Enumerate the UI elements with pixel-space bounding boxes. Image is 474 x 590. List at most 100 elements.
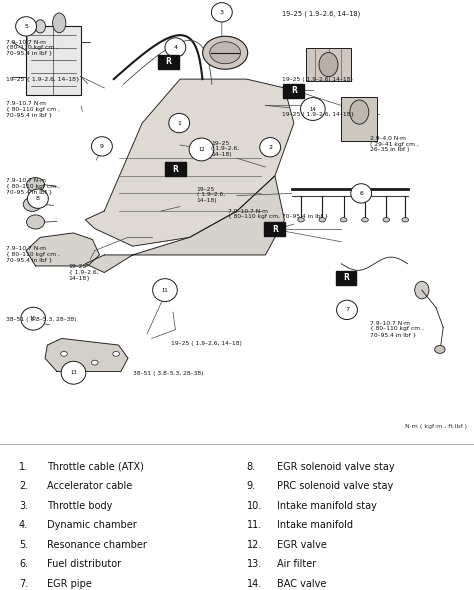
- Text: 12.: 12.: [246, 540, 262, 550]
- Text: 12: 12: [198, 147, 205, 152]
- Text: N·m ( kgf·m , ft·lbf ): N·m ( kgf·m , ft·lbf ): [405, 424, 467, 428]
- Text: 2: 2: [268, 145, 272, 150]
- Ellipse shape: [91, 360, 98, 365]
- Circle shape: [211, 2, 232, 22]
- Circle shape: [27, 189, 48, 208]
- Text: 7.9–10.7 N·m
{ 80–110 kgf cm ,
70–95.4 in lbf }: 7.9–10.7 N·m { 80–110 kgf cm , 70–95.4 i…: [6, 246, 60, 263]
- Text: R: R: [165, 57, 171, 66]
- Text: 14.: 14.: [246, 579, 262, 589]
- Text: 13.: 13.: [246, 559, 262, 569]
- Text: 19–25
( 1.9–2.6,
14–18): 19–25 ( 1.9–2.6, 14–18): [197, 187, 225, 203]
- Text: R: R: [173, 165, 178, 173]
- Text: 19–25 ( 1.9–2.6, 14–18): 19–25 ( 1.9–2.6, 14–18): [171, 340, 242, 346]
- Text: EGR valve: EGR valve: [277, 540, 327, 550]
- Text: EGR solenoid valve stay: EGR solenoid valve stay: [277, 461, 395, 471]
- Circle shape: [153, 278, 177, 301]
- Ellipse shape: [53, 13, 66, 33]
- Text: EGR pipe: EGR pipe: [47, 579, 92, 589]
- Ellipse shape: [415, 281, 429, 299]
- Text: Intake manifold stay: Intake manifold stay: [277, 501, 377, 511]
- Text: Fuel distributor: Fuel distributor: [47, 559, 121, 569]
- Text: Air filter: Air filter: [277, 559, 317, 569]
- Text: 7.9–10.7 N·m
{ 80–110 kgf cm ,
70–95.4 in lbf }: 7.9–10.7 N·m { 80–110 kgf cm , 70–95.4 i…: [6, 178, 60, 194]
- Text: R: R: [291, 87, 297, 96]
- Bar: [283, 84, 304, 98]
- Bar: [341, 97, 377, 140]
- Ellipse shape: [319, 218, 326, 222]
- Text: 19–25 ( 1.9–2.6, 14–18}: 19–25 ( 1.9–2.6, 14–18}: [282, 112, 355, 117]
- Bar: [336, 271, 356, 285]
- Text: 1: 1: [177, 120, 181, 126]
- Polygon shape: [26, 233, 100, 266]
- Ellipse shape: [35, 20, 46, 33]
- Text: 14: 14: [310, 107, 316, 112]
- Bar: [26, 27, 81, 94]
- Text: 19–25 ( 1.9–2.6, 14–18): 19–25 ( 1.9–2.6, 14–18): [282, 77, 353, 82]
- Text: 11.: 11.: [246, 520, 262, 530]
- Text: 2.: 2.: [19, 481, 28, 491]
- Polygon shape: [45, 339, 128, 372]
- Text: 13: 13: [70, 371, 77, 375]
- Text: Throttle cable (ATX): Throttle cable (ATX): [47, 461, 144, 471]
- Text: 1.: 1.: [19, 461, 28, 471]
- Ellipse shape: [383, 218, 390, 222]
- Text: 8: 8: [36, 196, 40, 201]
- Circle shape: [165, 38, 186, 57]
- Text: 5.: 5.: [19, 540, 28, 550]
- Text: 2.9–4.0 N·m
( 29–41 kgf cm ,
26–35 in lbf ): 2.9–4.0 N·m ( 29–41 kgf cm , 26–35 in lb…: [370, 136, 419, 152]
- Circle shape: [169, 113, 190, 133]
- Circle shape: [260, 137, 281, 157]
- Text: 10: 10: [30, 316, 36, 321]
- Text: PRC solenoid valve stay: PRC solenoid valve stay: [277, 481, 393, 491]
- Bar: [158, 54, 179, 68]
- Ellipse shape: [319, 53, 338, 77]
- Text: Resonance chamber: Resonance chamber: [47, 540, 147, 550]
- Text: 10.: 10.: [246, 501, 262, 511]
- Text: 7: 7: [345, 307, 349, 312]
- Bar: [165, 162, 186, 176]
- Circle shape: [189, 138, 214, 161]
- Text: 8.: 8.: [246, 461, 255, 471]
- Ellipse shape: [202, 36, 247, 69]
- Bar: [306, 48, 351, 81]
- Circle shape: [91, 137, 112, 156]
- Text: 9: 9: [100, 144, 104, 149]
- Circle shape: [301, 97, 325, 120]
- Text: 7.9–10.7 N·m
{80–110 kgf cm ,
70–95.4 in lbf }: 7.9–10.7 N·m {80–110 kgf cm , 70–95.4 in…: [6, 40, 58, 56]
- Text: Throttle body: Throttle body: [47, 501, 113, 511]
- Text: 6.: 6.: [19, 559, 28, 569]
- Circle shape: [21, 307, 46, 330]
- Text: R: R: [343, 273, 349, 282]
- Polygon shape: [85, 176, 284, 273]
- Text: 4: 4: [173, 45, 177, 50]
- Ellipse shape: [340, 218, 347, 222]
- Circle shape: [337, 300, 357, 320]
- Text: Accelerator cable: Accelerator cable: [47, 481, 133, 491]
- Text: 6: 6: [359, 191, 363, 196]
- Ellipse shape: [402, 218, 409, 222]
- Text: 19–25
( 1.9–2.6,
14–18): 19–25 ( 1.9–2.6, 14–18): [211, 140, 239, 157]
- Text: 3: 3: [220, 10, 224, 15]
- Circle shape: [16, 17, 36, 36]
- Circle shape: [351, 183, 372, 203]
- Text: 38–51 ( 3.8–5.3, 28–38): 38–51 ( 3.8–5.3, 28–38): [133, 372, 203, 376]
- Ellipse shape: [210, 42, 240, 64]
- Bar: [264, 222, 285, 237]
- Ellipse shape: [27, 215, 45, 229]
- Text: BAC valve: BAC valve: [277, 579, 327, 589]
- Text: 19–25
{ 1.9–2.6,
14–18}: 19–25 { 1.9–2.6, 14–18}: [69, 264, 98, 280]
- Text: 7.9–10.7 N·m
{ 80–110 kgf cm, 70–95.4 in lbf }: 7.9–10.7 N·m { 80–110 kgf cm, 70–95.4 in…: [228, 209, 328, 219]
- Text: 38–51 ( 3.8–5.3, 28–38): 38–51 ( 3.8–5.3, 28–38): [6, 317, 77, 322]
- Text: 4.: 4.: [19, 520, 28, 530]
- Text: 19–25 { 1.9–2.6, 14–18}: 19–25 { 1.9–2.6, 14–18}: [6, 77, 80, 81]
- Ellipse shape: [61, 352, 67, 356]
- Text: 3.: 3.: [19, 501, 28, 511]
- Ellipse shape: [27, 178, 45, 192]
- Circle shape: [61, 361, 86, 384]
- Text: Dynamic chamber: Dynamic chamber: [47, 520, 137, 530]
- Text: 5: 5: [24, 24, 28, 29]
- Ellipse shape: [362, 218, 368, 222]
- Text: 7.9–10.7 N·m
{ 80–110 kgf cm ,
70–95.4 in lbf }: 7.9–10.7 N·m { 80–110 kgf cm , 70–95.4 i…: [370, 321, 424, 337]
- Polygon shape: [85, 79, 294, 246]
- Text: 11: 11: [162, 287, 168, 293]
